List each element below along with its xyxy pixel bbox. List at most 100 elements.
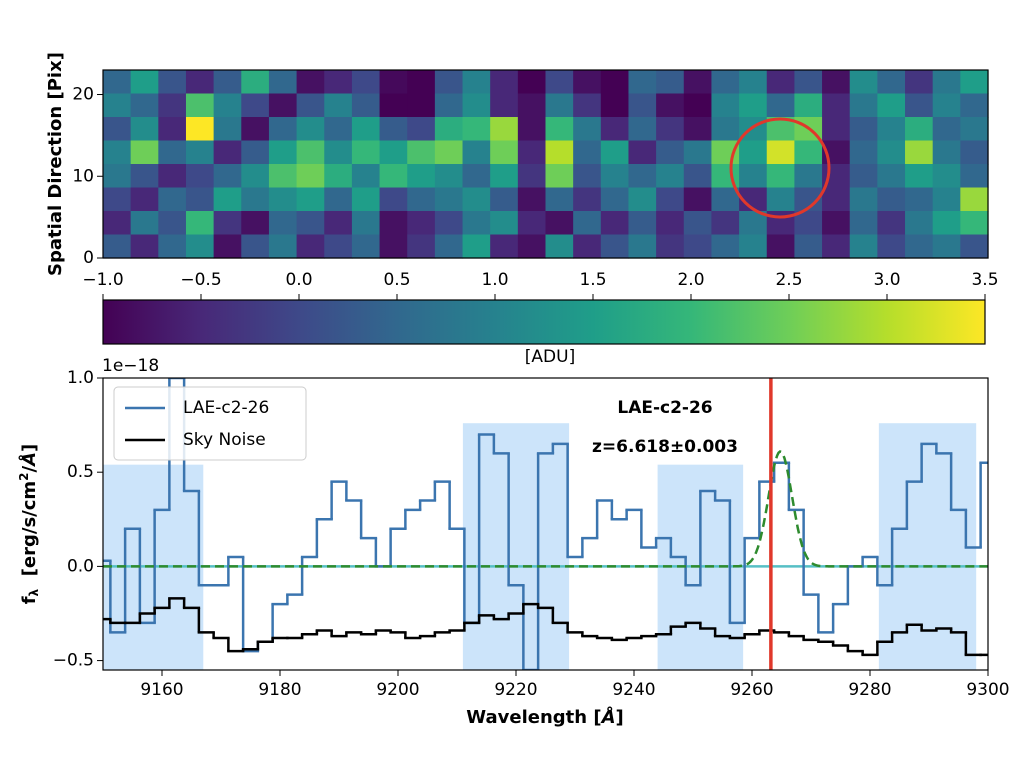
cell: [103, 117, 132, 142]
cell: [379, 140, 408, 165]
cell: [158, 70, 187, 95]
cell: [877, 93, 906, 118]
shaded-span: [878, 423, 977, 670]
cell: [960, 93, 989, 118]
colorbar-tick-label: 1.0: [481, 270, 508, 290]
cell: [351, 93, 381, 118]
cell: [324, 164, 353, 189]
cell: [905, 93, 934, 118]
cell: [711, 70, 740, 95]
cell: [628, 187, 657, 212]
cell: [877, 117, 906, 142]
cell: [241, 187, 270, 212]
cell: [434, 211, 464, 236]
colorbar-tick-label: 2.5: [775, 270, 802, 290]
cell: [822, 234, 851, 259]
cell: [185, 117, 215, 142]
cell: [130, 140, 159, 165]
cell: [434, 140, 464, 165]
cell: [683, 187, 713, 212]
highlight-circle: [729, 117, 831, 219]
cell: [490, 234, 519, 259]
cell: [545, 234, 574, 259]
y-axis-label: Spatial Direction [Pix]: [45, 52, 66, 276]
cell: [213, 164, 242, 189]
cell: [351, 234, 381, 259]
cell: [241, 117, 270, 142]
cell: [545, 164, 574, 189]
ylabel-unit-symbol: Å: [17, 452, 40, 468]
x-tick-label: 9160: [140, 680, 183, 700]
cell: [351, 70, 381, 95]
cell: [877, 140, 906, 165]
y-tick-label: 1.0: [67, 368, 94, 388]
cell: [434, 70, 464, 95]
cell: [351, 164, 381, 189]
cell: [628, 70, 657, 95]
cell: [849, 93, 878, 118]
cell: [434, 187, 464, 212]
cell: [960, 187, 989, 212]
cell: [877, 211, 906, 236]
cell: [324, 140, 353, 165]
cell: [241, 164, 270, 189]
cell: [103, 70, 132, 95]
cell: [794, 93, 823, 118]
cell: [683, 211, 713, 236]
cell: [462, 187, 491, 212]
cell: [656, 117, 685, 142]
cell: [766, 70, 796, 95]
cell: [794, 164, 823, 189]
cell: [268, 70, 298, 95]
plot-area: [103, 378, 988, 670]
y-tick-label: 10: [72, 166, 94, 186]
cell: [877, 187, 906, 212]
cell: [628, 164, 657, 189]
cell: [849, 164, 878, 189]
cell: [130, 164, 159, 189]
cell: [324, 234, 353, 259]
cell: [573, 211, 602, 236]
cell: [739, 70, 768, 95]
cell: [960, 211, 989, 236]
cell: [296, 93, 325, 118]
cell: [849, 234, 878, 259]
cell: [932, 70, 961, 95]
cell: [379, 211, 408, 236]
cell: [351, 187, 381, 212]
cell: [490, 211, 519, 236]
cell: [517, 187, 547, 212]
cell: [517, 70, 547, 95]
cell: [600, 187, 630, 212]
colorbar-tick-label: 1.5: [579, 270, 606, 290]
ylabel-slash: /: [19, 465, 40, 472]
cell: [103, 164, 132, 189]
legend-box: [113, 386, 307, 461]
cell: [573, 93, 602, 118]
cell: [268, 187, 298, 212]
cell: [296, 140, 325, 165]
x-tick-label: 9280: [848, 680, 891, 700]
cell: [185, 93, 215, 118]
cell: [656, 164, 685, 189]
cell: [158, 93, 187, 118]
cell: [324, 211, 353, 236]
cell: [379, 234, 408, 259]
cell: [268, 93, 298, 118]
cell: [794, 234, 823, 259]
cell: [268, 164, 298, 189]
cell: [711, 140, 740, 165]
cell: [407, 164, 436, 189]
cell: [407, 140, 436, 165]
cell: [600, 117, 630, 142]
cell: [656, 211, 685, 236]
ylabel-sup: 2: [17, 472, 31, 480]
cell: [130, 70, 159, 95]
cell: [628, 234, 657, 259]
cell: [407, 93, 436, 118]
x-axis-label-text: Wavelength [: [466, 707, 601, 728]
cell: [103, 187, 132, 212]
cell: [517, 140, 547, 165]
y-tick-label: 0.5: [67, 462, 94, 482]
gaussian-fit: [103, 450, 988, 568]
